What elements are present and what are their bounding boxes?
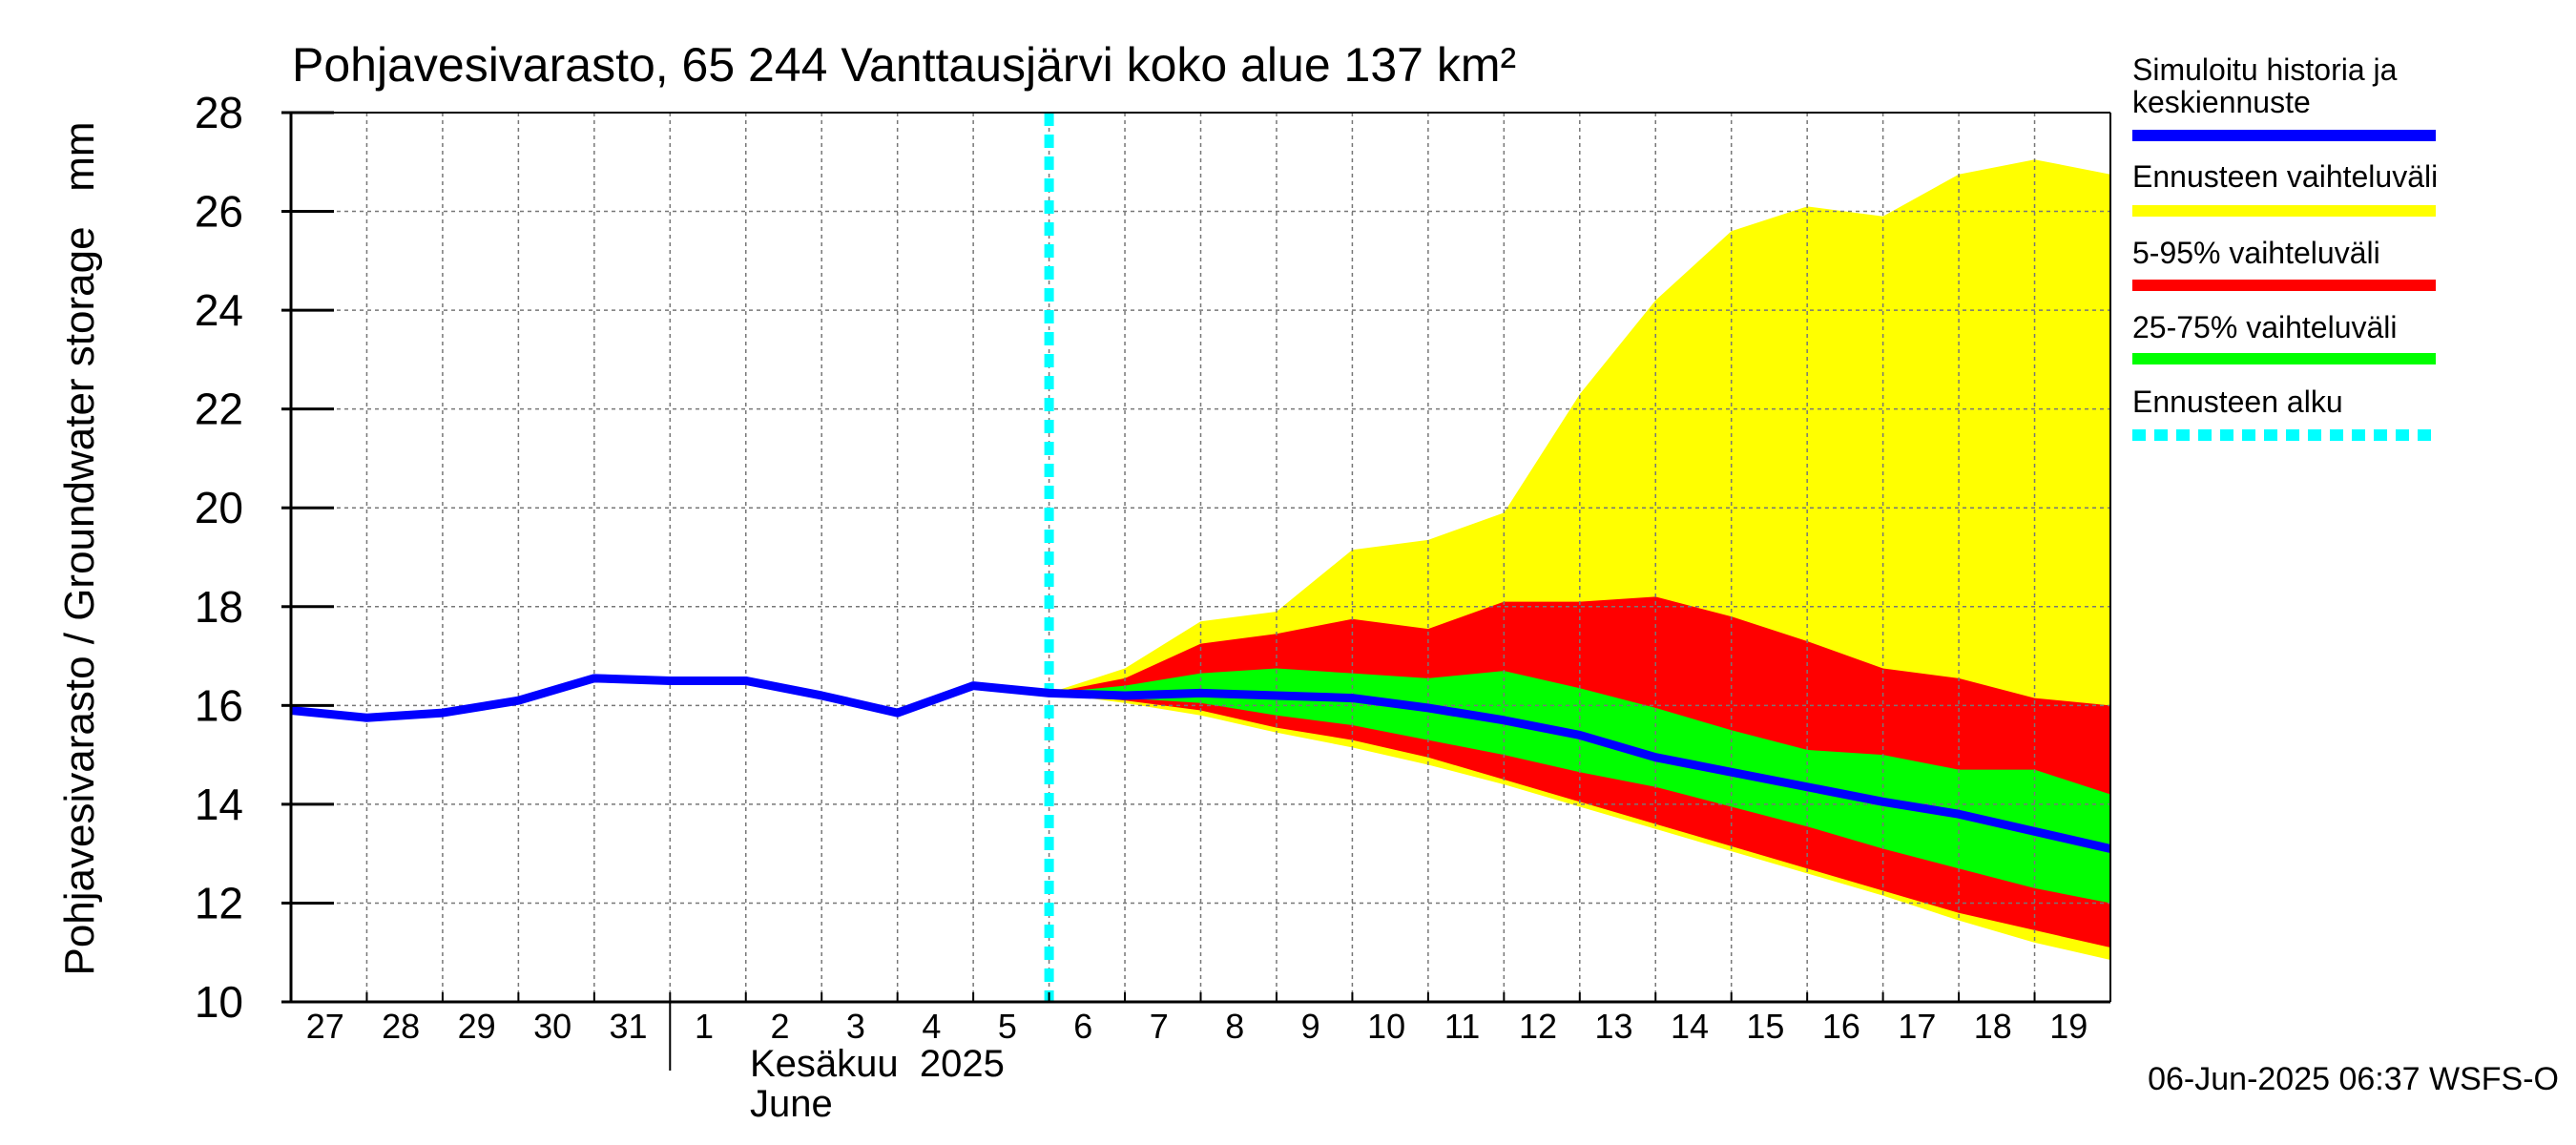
chart-title: Pohjavesivarasto, 65 244 Vanttausjärvi k… — [292, 38, 1516, 92]
x-tick-label: 7 — [1150, 1007, 1169, 1046]
legend-label: keskiennuste — [2132, 85, 2311, 119]
x-tick-label: 8 — [1225, 1007, 1244, 1046]
x-tick-label: 14 — [1671, 1007, 1709, 1046]
x-tick-label: 31 — [610, 1007, 648, 1046]
legend-label: 5-95% vaihteluväli — [2132, 236, 2380, 270]
x-tick-label: 27 — [306, 1007, 344, 1046]
x-tick-label: 17 — [1898, 1007, 1936, 1046]
y-tick-label: 28 — [195, 88, 243, 137]
x-tick-label: 3 — [846, 1007, 865, 1046]
x-tick-label: 10 — [1367, 1007, 1405, 1046]
y-tick-label: 12 — [195, 878, 243, 927]
x-tick-label: 1 — [695, 1007, 714, 1046]
grid-lines — [291, 112, 2110, 1002]
legend-label: Simuloitu historia ja — [2132, 52, 2398, 87]
legend-label: Ennusteen alku — [2132, 385, 2343, 419]
legend-label: Ennusteen vaihteluväli — [2132, 159, 2438, 194]
x-tick-label: 9 — [1301, 1007, 1320, 1046]
x-tick-label: 19 — [2049, 1007, 2088, 1046]
x-tick-label: 4 — [922, 1007, 941, 1046]
median-line — [290, 674, 2112, 853]
x-tick-label: 11 — [1444, 1007, 1480, 1046]
x-tick-label: 6 — [1073, 1007, 1092, 1046]
legend-label: 25-75% vaihteluväli — [2132, 310, 2398, 344]
month-label-fi: Kesäkuu 2025 — [750, 1043, 1005, 1085]
timestamp: 06-Jun-2025 06:37 WSFS-O — [2148, 1061, 2559, 1097]
y-tick-label: 18 — [195, 582, 243, 632]
y-tick-label: 16 — [195, 680, 243, 730]
y-axis-label: Pohjavesivarasto / Groundwater storage m… — [56, 121, 103, 975]
y-tick-label: 22 — [195, 385, 243, 434]
y-tick-label: 24 — [195, 285, 243, 335]
month-label-en: June — [750, 1083, 833, 1125]
x-tick-label: 13 — [1594, 1007, 1632, 1046]
x-tick-labels: 27 28 29 30 31 1 2 3 4 5 6 7 8 9 10 11 12 13 14 15 16 17 18 19 — [290, 992, 2111, 1071]
y-tick-label: 20 — [195, 483, 243, 532]
x-tick-label: 28 — [382, 1007, 420, 1046]
median-series — [290, 674, 2112, 853]
x-tick-label: 5 — [998, 1007, 1017, 1046]
x-tick-label: 2 — [770, 1007, 789, 1046]
x-tick-label: 15 — [1746, 1007, 1784, 1046]
x-tick-label: 16 — [1822, 1007, 1860, 1046]
y-tick-label: 10 — [195, 977, 243, 1027]
x-tick-label: 30 — [533, 1007, 571, 1046]
y-tick-labels: 10 12 14 16 18 20 22 24 26 28 — [195, 88, 334, 1027]
y-tick-label: 14 — [195, 780, 243, 829]
x-tick-label: 12 — [1519, 1007, 1557, 1046]
x-tick-label: 29 — [458, 1007, 496, 1046]
y-tick-label: 26 — [195, 187, 243, 237]
x-tick-label: 18 — [1974, 1007, 2012, 1046]
